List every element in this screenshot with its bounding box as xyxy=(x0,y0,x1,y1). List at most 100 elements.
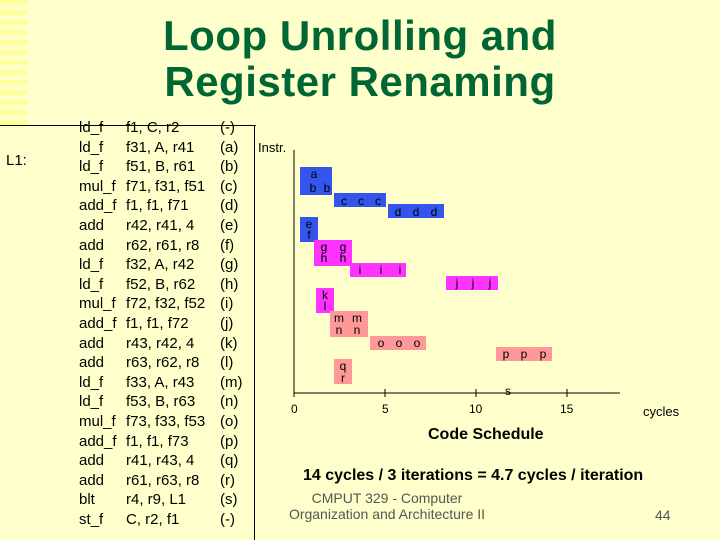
schedule-block xyxy=(496,347,552,361)
code-op: add_f xyxy=(79,432,117,450)
code-args: f32, A, r42 xyxy=(126,256,195,274)
loop-label: L1: xyxy=(6,152,27,169)
code-tag: (r) xyxy=(220,471,235,489)
code-tag: (n) xyxy=(220,393,239,411)
code-box-top-border xyxy=(0,125,256,126)
code-tag: (e) xyxy=(220,217,239,234)
code-op: add xyxy=(79,452,105,470)
code-args: f51, B, r61 xyxy=(126,158,196,176)
slide-title-line1: Loop Unrolling and xyxy=(163,12,557,59)
code-args: r63, r62, r8 xyxy=(126,354,200,372)
schedule-block xyxy=(300,167,332,195)
schedule-cell-o: o xyxy=(395,336,403,350)
schedule-cell-q: q xyxy=(339,359,347,373)
schedule-cell-g: g xyxy=(339,240,347,254)
schedule-caption: Code Schedule xyxy=(428,426,544,443)
schedule-cell-i: i xyxy=(358,263,362,277)
code-op: mul_f xyxy=(79,295,116,313)
schedule-cell-b: b xyxy=(323,181,331,195)
code-op: ld_f xyxy=(79,119,104,136)
code-op: ld_f xyxy=(79,393,104,411)
code-tag: (-) xyxy=(220,511,235,528)
schedule-block xyxy=(316,288,334,313)
code-op: ld_f xyxy=(79,138,104,156)
code-op: mul_f xyxy=(79,413,116,430)
code-args: f72, f32, f52 xyxy=(126,295,206,313)
schedule-cell-p: p xyxy=(520,347,528,361)
tick-10: 10 xyxy=(469,402,483,416)
code-op: add xyxy=(79,236,105,254)
schedule-cell-o: o xyxy=(413,336,421,350)
schedule-cell-d: d xyxy=(412,205,420,219)
code-tag: (h) xyxy=(220,275,239,293)
schedule-cell-o: o xyxy=(377,336,385,350)
code-op: ld_f xyxy=(79,275,104,293)
code-args: r4, r9, L1 xyxy=(126,491,187,509)
code-tag: (q) xyxy=(220,452,239,470)
cycles-axis-label: cycles xyxy=(643,404,680,419)
schedule-cell-c: c xyxy=(358,194,364,208)
schedule-block xyxy=(314,240,352,266)
summary-text: 14 cycles / 3 iterations = 4.7 cycles / … xyxy=(303,467,644,484)
schedule-cell-a: a xyxy=(310,167,318,181)
schedule-cell-g: g xyxy=(320,240,328,254)
tick-0: 0 xyxy=(291,402,298,416)
code-tag: (p) xyxy=(220,432,239,450)
schedule-cell-c: c xyxy=(341,194,347,208)
code-args: f73, f33, f53 xyxy=(126,413,206,430)
schedule-cell-e: e xyxy=(305,217,313,231)
code-op: mul_f xyxy=(79,177,116,195)
tick-15: 15 xyxy=(560,402,574,416)
schedule-cell-s: s xyxy=(505,384,511,398)
code-tag: (a) xyxy=(220,138,239,156)
schedule-cell-r: r xyxy=(341,371,345,385)
code-args: r42, r41, 4 xyxy=(126,217,195,234)
code-tag: (d) xyxy=(220,197,239,215)
code-args: f71, f31, f51 xyxy=(126,177,206,195)
schedule-cell-b: b xyxy=(309,181,317,195)
schedule-block xyxy=(370,336,426,350)
code-tag: (m) xyxy=(220,373,243,391)
code-tag: (k) xyxy=(220,334,238,352)
code-args: r43, r42, 4 xyxy=(126,334,195,352)
footer-line2: Organization and Architecture II xyxy=(288,506,486,522)
code-args: f1, f1, f73 xyxy=(126,432,189,450)
code-tag: (-) xyxy=(220,119,235,136)
code-op: ld_f xyxy=(79,158,104,176)
code-op: add_f xyxy=(79,197,117,215)
schedule-block xyxy=(388,204,444,218)
code-tag: (b) xyxy=(220,158,239,176)
code-tag: (j) xyxy=(220,315,234,332)
schedule-block xyxy=(350,263,406,277)
schedule-cell-h: h xyxy=(320,251,328,265)
code-op: add_f xyxy=(79,315,117,332)
code-listing-box xyxy=(0,125,256,540)
schedule-cell-h: h xyxy=(339,251,347,265)
code-op: add xyxy=(79,334,105,352)
schedule-cell-f: f xyxy=(307,228,311,242)
code-args: C, r2, f1 xyxy=(126,511,180,528)
code-op: st_f xyxy=(79,511,104,528)
code-op: add xyxy=(79,471,105,489)
code-op: ld_f xyxy=(79,373,104,391)
code-args: f31, A, r41 xyxy=(126,138,195,156)
schedule-cell-l: l xyxy=(323,299,327,313)
code-tag: (f) xyxy=(220,236,235,254)
footer-course: CMPUT 329 - Computer Organization and Ar… xyxy=(262,490,512,522)
code-args: f1, f1, f71 xyxy=(126,197,189,215)
code-op: blt xyxy=(79,491,95,509)
code-op: add xyxy=(79,354,105,372)
schedule-block xyxy=(300,217,318,242)
schedule-cell-p: p xyxy=(502,347,510,361)
schedule-cell-d: d xyxy=(430,205,438,219)
code-op: add xyxy=(79,217,105,234)
code-args: f53, B, r63 xyxy=(126,393,196,411)
code-args: r62, r61, r8 xyxy=(126,236,200,254)
code-args: r61, r63, r8 xyxy=(126,471,200,489)
code-args: f33, A, r43 xyxy=(126,373,195,391)
code-args: f52, B, r62 xyxy=(126,275,196,293)
schedule-cell-p: p xyxy=(539,347,547,361)
code-tag: (c) xyxy=(220,177,238,195)
code-args: f1, f1, f72 xyxy=(126,315,189,332)
code-tag: (o) xyxy=(220,413,239,430)
